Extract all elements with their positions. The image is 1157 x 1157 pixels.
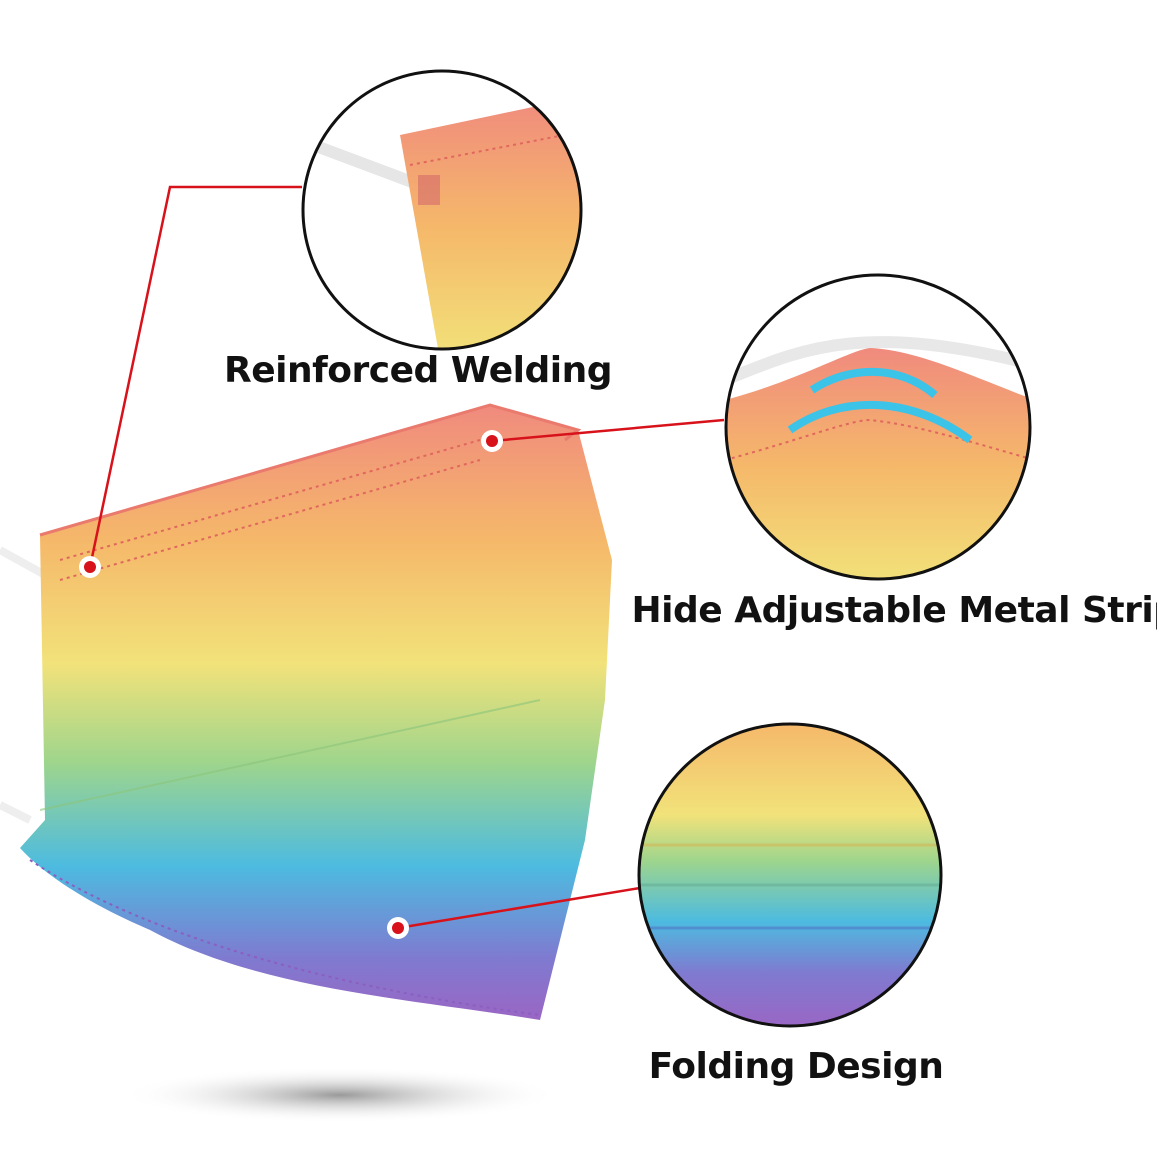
label-folding-design: Folding Design bbox=[648, 1046, 944, 1087]
metal-strip-icon bbox=[809, 367, 938, 399]
shadow bbox=[120, 1067, 560, 1123]
detail-circle-folding bbox=[637, 722, 943, 1028]
mask-image bbox=[0, 403, 612, 1020]
detail-circle-metal-strip bbox=[724, 273, 1032, 581]
detail-circle-welding bbox=[301, 69, 583, 351]
callout-dots bbox=[79, 430, 503, 939]
label-reinforced-welding: Reinforced Welding bbox=[223, 350, 613, 391]
label-metal-strip: Hide Adjustable Metal Strip bbox=[631, 590, 1157, 631]
callout-lines bbox=[88, 185, 725, 930]
